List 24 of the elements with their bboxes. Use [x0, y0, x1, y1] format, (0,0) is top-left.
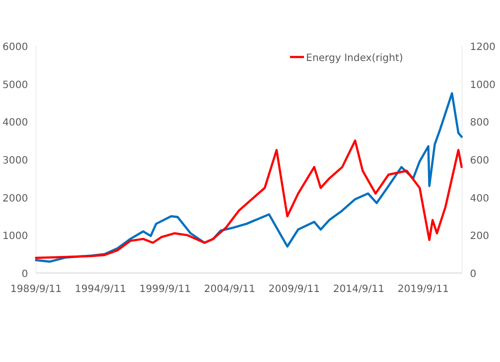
x-tick-label: 2004/9/11 [204, 284, 256, 295]
x-tick-label: 2019/9/11 [398, 284, 449, 295]
y-tick-label: 2000 [2, 193, 28, 204]
y-tick-label: 1000 [2, 231, 28, 242]
x-tick-label: 1994/9/11 [74, 284, 126, 295]
line-series [34, 139, 463, 259]
x-tick-label: 2009/9/11 [268, 284, 320, 295]
y2-tick-label: 1000 [470, 80, 496, 91]
x-tick-label: 2014/9/11 [333, 284, 384, 295]
x-tick-label: 1989/9/11 [10, 284, 62, 295]
y-tick-label: 4000 [2, 118, 28, 129]
y2-tick-label: 400 [470, 193, 490, 204]
y2-tick-label: 200 [470, 231, 490, 242]
legend-label: Energy Index(right) [306, 53, 404, 64]
y2-tick-label: 0 [470, 269, 476, 280]
y-tick-label: 6000 [2, 42, 28, 53]
y-tick-label: 5000 [2, 80, 28, 91]
y-tick-label: 0 [22, 269, 28, 280]
y-tick-label: 3000 [2, 156, 28, 166]
y2-tick-label: 1200 [470, 42, 496, 53]
y2-tick-label: 600 [470, 156, 490, 166]
y2-tick-label: 800 [470, 118, 490, 129]
x-tick-label: 1999/9/11 [139, 284, 191, 295]
line-series [34, 92, 463, 263]
